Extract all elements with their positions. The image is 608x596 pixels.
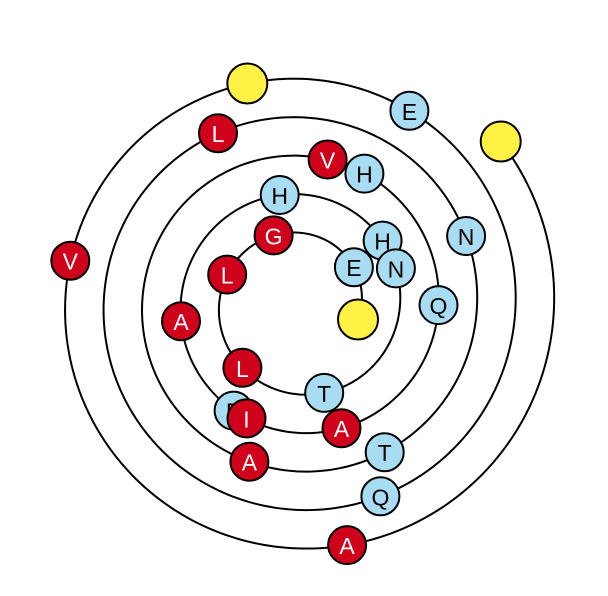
letter-bead-h-14[interactable]: H (344, 153, 385, 194)
spiral-track (64, 77, 556, 550)
bead-circle[interactable] (50, 240, 91, 281)
letter-bead-a-22[interactable]: A (327, 525, 368, 566)
bead-circle[interactable] (226, 398, 267, 439)
letter-bead-h-7[interactable]: H (259, 175, 300, 215)
bead-circle[interactable] (446, 216, 487, 256)
letter-bead-t-16[interactable]: T (364, 432, 405, 473)
endpoint-markers (226, 62, 522, 341)
yellow-start-marker[interactable] (337, 298, 379, 341)
letter-bead-g-1[interactable]: G (253, 215, 294, 256)
bead-circle[interactable] (364, 432, 405, 473)
letter-bead-a-12[interactable]: A (321, 408, 362, 449)
letter-bead-v-13[interactable]: V (307, 139, 348, 180)
letter-bead-a-17[interactable]: A (229, 441, 270, 482)
letter-bead-e-21[interactable]: E (389, 90, 430, 131)
letter-bead-q-15[interactable]: Q (418, 285, 459, 326)
letter-bead-i-11[interactable]: I (226, 398, 267, 439)
letter-bead-l-18[interactable]: L (198, 113, 238, 154)
letter-bead-l-5[interactable]: L (222, 347, 263, 388)
bead-circle[interactable] (259, 175, 300, 215)
letter-bead-a-10[interactable]: A (161, 301, 201, 342)
bead-circle[interactable] (333, 247, 374, 288)
bead-circle[interactable] (253, 215, 294, 256)
letter-bead-v-23[interactable]: V (50, 240, 91, 281)
bead-circle[interactable] (222, 347, 263, 388)
letter-bead-t-3[interactable]: T (304, 372, 345, 413)
letter-bead-q-20[interactable]: Q (360, 476, 401, 517)
bead-circle[interactable] (389, 90, 430, 131)
bead-circle[interactable] (161, 301, 201, 342)
bead-circle[interactable] (207, 254, 248, 295)
letter-bead-l-4[interactable]: L (207, 254, 248, 295)
bead-circle[interactable] (344, 153, 385, 194)
bead-circle[interactable] (304, 372, 345, 413)
letter-bead-n-19[interactable]: N (446, 216, 487, 256)
bead-circle[interactable] (307, 139, 348, 180)
bead-circle[interactable] (360, 476, 401, 517)
yellow-outer-marker[interactable] (479, 120, 522, 163)
letter-bead-e-2[interactable]: E (333, 247, 374, 288)
bead-circle[interactable] (375, 248, 416, 289)
bead-circle[interactable] (321, 408, 362, 449)
bead-circle[interactable] (198, 113, 238, 154)
letter-bead-n-8[interactable]: N (375, 248, 416, 289)
bead-circle[interactable] (327, 525, 368, 566)
bead-circle[interactable] (229, 441, 270, 482)
yellow-bottom-marker[interactable] (226, 62, 269, 105)
bead-circle[interactable] (418, 285, 459, 326)
